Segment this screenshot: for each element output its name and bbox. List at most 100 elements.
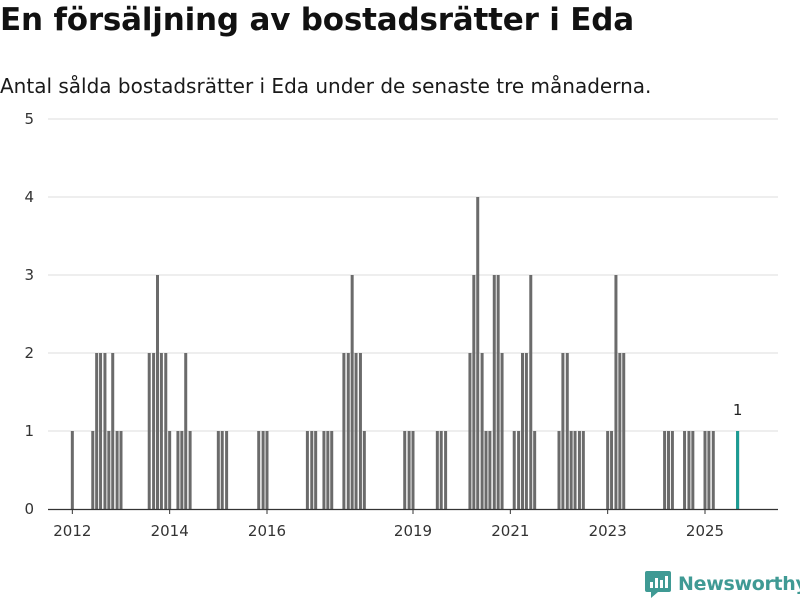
bar-72 (670, 431, 674, 509)
x-axis: 2012 2014 2016 2019 2021 2023 2025 (48, 508, 778, 540)
bar-23 (261, 431, 265, 509)
bar-21 (225, 431, 229, 509)
x-tick-label-2019: 2019 (394, 522, 432, 540)
bar-56 (529, 275, 533, 509)
bar-20 (220, 431, 224, 509)
y-tick-label-3: 3 (24, 266, 34, 284)
bar-78 (711, 431, 715, 509)
bar-61 (569, 431, 573, 509)
bar-77 (707, 431, 711, 509)
bar-0 (70, 431, 74, 509)
bar-76 (703, 431, 707, 509)
page-subtitle: Antal sålda bostadsrätter i Eda under de… (0, 74, 652, 98)
bar-3 (99, 353, 103, 509)
bar-5 (107, 431, 111, 509)
bar-74 (687, 431, 691, 509)
bar-55 (524, 353, 528, 509)
bar-4 (103, 353, 107, 509)
bar-10 (152, 353, 156, 509)
bar-28 (322, 431, 326, 509)
bar-37 (403, 431, 407, 509)
bar-15 (176, 431, 180, 509)
bar-24 (265, 431, 269, 509)
bar-26 (310, 431, 314, 509)
bar-49 (492, 275, 496, 509)
y-tick-label-0: 0 (24, 500, 34, 518)
bar-highlight (736, 431, 740, 509)
bar-11 (156, 275, 159, 509)
bar-58 (557, 431, 561, 509)
bar-14 (168, 431, 172, 509)
newsworthy-logo-icon (645, 571, 671, 598)
bar-44 (472, 275, 476, 509)
bar-51 (500, 353, 504, 509)
bar-45 (476, 197, 480, 509)
highlight-data-label: 1 (733, 401, 743, 419)
newsworthy-logo[interactable]: Newsworthy (644, 569, 800, 599)
bar-32 (346, 353, 350, 509)
bar-63 (577, 431, 581, 509)
bar-2 (95, 353, 99, 509)
bar-64 (581, 431, 585, 509)
bar-17 (184, 353, 188, 509)
bar-59 (561, 353, 565, 509)
bar-71 (667, 431, 670, 509)
bar-66 (610, 431, 614, 509)
bar-38 (407, 431, 411, 509)
bar-75 (691, 431, 695, 509)
newsworthy-logo-text: Newsworthy (678, 573, 800, 595)
chart-data-labels: 1 (733, 401, 743, 419)
x-tick-label-2021: 2021 (491, 522, 529, 540)
bar-31 (342, 353, 346, 509)
bar-60 (565, 353, 569, 509)
page-title: En försäljning av bostadsrätter i Eda (0, 2, 634, 38)
bar-52 (512, 431, 516, 509)
bar-34 (354, 353, 358, 509)
x-tick-label-2012: 2012 (53, 522, 91, 540)
bar-40 (435, 431, 439, 509)
bar-29 (326, 431, 330, 509)
bar-70 (663, 431, 667, 509)
bar-35 (358, 353, 362, 509)
bar-39 (411, 431, 415, 509)
y-tick-label-2: 2 (24, 344, 34, 362)
bar-8 (119, 431, 123, 509)
bar-9 (147, 353, 151, 509)
y-axis-ticks: 0 1 2 3 4 5 (24, 110, 34, 518)
x-tick-label-2023: 2023 (589, 522, 627, 540)
bar-13 (164, 353, 168, 509)
bar-22 (257, 431, 261, 509)
bar-7 (115, 431, 119, 509)
chart-bars (70, 197, 740, 509)
bar-53 (517, 431, 521, 509)
bar-65 (606, 431, 610, 509)
bar-67 (614, 275, 618, 509)
bar-47 (484, 431, 488, 509)
bar-33 (350, 275, 354, 509)
bar-48 (488, 431, 492, 509)
bar-1 (91, 431, 95, 509)
bar-27 (314, 431, 318, 509)
bar-36 (362, 431, 366, 509)
bar-46 (480, 353, 484, 509)
bar-18 (188, 431, 192, 509)
x-tick-label-2016: 2016 (248, 522, 286, 540)
bar-50 (496, 275, 500, 509)
bar-43 (468, 353, 472, 509)
y-tick-label-1: 1 (24, 422, 34, 440)
bar-57 (533, 431, 537, 509)
y-tick-label-5: 5 (24, 110, 34, 128)
y-tick-label-4: 4 (24, 188, 34, 206)
bar-12 (159, 353, 163, 509)
bar-42 (444, 431, 448, 509)
bar-73 (683, 431, 687, 509)
bar-62 (573, 431, 577, 509)
bar-30 (330, 431, 334, 509)
bar-19 (216, 431, 220, 509)
bar-6 (111, 353, 115, 509)
bar-25 (305, 431, 309, 509)
bar-16 (180, 431, 184, 509)
bar-68 (618, 353, 622, 509)
x-tick-label-2025: 2025 (686, 522, 724, 540)
